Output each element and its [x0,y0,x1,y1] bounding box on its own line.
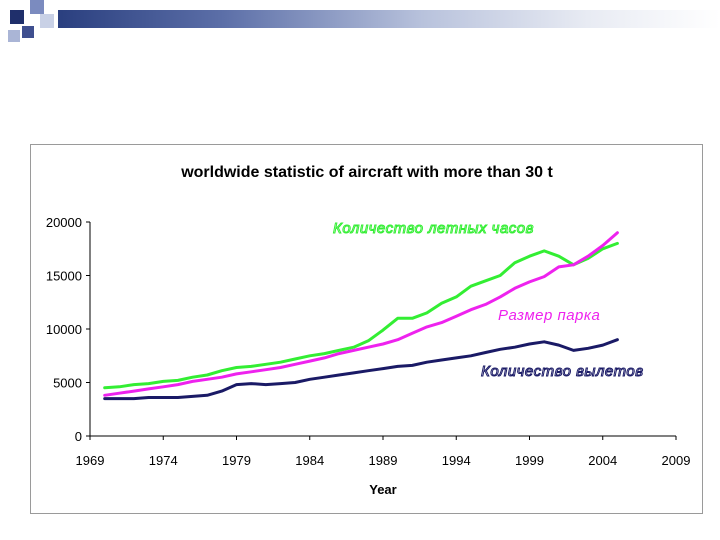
y-tick-label: 0 [75,429,82,444]
series-line-2 [103,231,619,397]
y-tick-label: 20000 [46,215,82,230]
slide-decoration-square [22,26,34,38]
y-tick-label: 15000 [46,269,82,284]
series-annotation: Количество вылетов [481,363,644,380]
y-tick-label: 10000 [46,322,82,337]
line-chart: worldwide statistic of aircraft with mor… [46,164,691,497]
x-tick-label: 1984 [295,453,324,468]
series-layer [103,231,619,401]
x-tick-label: 1974 [149,453,178,468]
x-tick-label: 2009 [662,453,691,468]
slide-header-bar [58,10,720,28]
x-axis-label: Year [369,482,396,497]
slide-decoration-square [30,0,44,14]
y-tick-label: 5000 [53,376,82,391]
series-annotation: Количество летных часов [333,220,534,237]
slide-decoration-square [40,14,54,28]
x-tick-label: 1999 [515,453,544,468]
series-line-3 [103,338,619,401]
x-tick-label: 1994 [442,453,471,468]
x-tick-label: 1989 [369,453,398,468]
slide-decoration-square [10,10,24,24]
chart-frame: worldwide statistic of aircraft with mor… [30,144,703,514]
annotation-layer: Количество летных часов Размер парка Колич… [333,220,644,381]
x-tick-label: 1979 [222,453,251,468]
series-line-1 [103,241,619,390]
x-tick-label: 2004 [588,453,617,468]
x-tick-label: 1969 [76,453,105,468]
axes: 0 5000 10000 15000 20000 1969 1974 1979 1984 1989… [46,215,691,468]
series-annotation: Размер парка [498,307,600,324]
chart-title: worldwide statistic of aircraft with mor… [180,164,553,181]
slide-decoration-square [8,30,20,42]
